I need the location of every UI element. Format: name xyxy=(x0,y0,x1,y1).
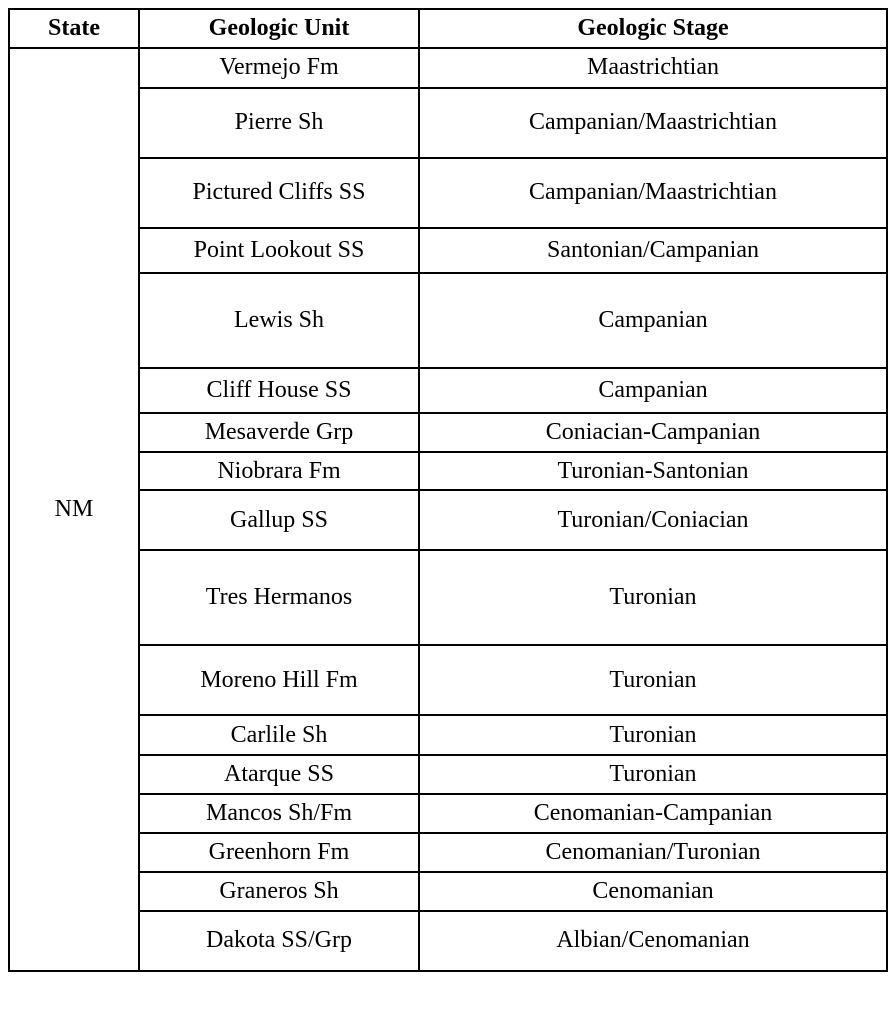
stage-cell: Turonian-Santonian xyxy=(419,452,887,491)
table-row: Mancos Sh/FmCenomanian-Campanian xyxy=(9,794,887,833)
stage-cell: Turonian/Coniacian xyxy=(419,490,887,550)
unit-cell: Pictured Cliffs SS xyxy=(139,158,419,228)
stage-cell: Turonian xyxy=(419,645,887,715)
stage-cell: Turonian xyxy=(419,550,887,645)
stage-cell: Campanian xyxy=(419,273,887,368)
stage-cell: Cenomanian/Turonian xyxy=(419,833,887,872)
stage-cell: Cenomanian-Campanian xyxy=(419,794,887,833)
stage-cell: Cenomanian xyxy=(419,872,887,911)
table-row: Moreno Hill FmTuronian xyxy=(9,645,887,715)
unit-cell: Greenhorn Fm xyxy=(139,833,419,872)
table-row: Greenhorn FmCenomanian/Turonian xyxy=(9,833,887,872)
unit-cell: Moreno Hill Fm xyxy=(139,645,419,715)
table-row: Gallup SSTuronian/Coniacian xyxy=(9,490,887,550)
table-row: Atarque SSTuronian xyxy=(9,755,887,794)
stage-cell: Santonian/Campanian xyxy=(419,228,887,273)
unit-cell: Carlile Sh xyxy=(139,715,419,755)
unit-cell: Gallup SS xyxy=(139,490,419,550)
state-cell: NM xyxy=(9,48,139,971)
unit-cell: Vermejo Fm xyxy=(139,48,419,88)
table-row: Point Lookout SSSantonian/Campanian xyxy=(9,228,887,273)
stage-cell: Turonian xyxy=(419,715,887,755)
unit-cell: Mesaverde Grp xyxy=(139,413,419,452)
stage-cell: Turonian xyxy=(419,755,887,794)
table-row: Tres HermanosTuronian xyxy=(9,550,887,645)
table-row: Lewis ShCampanian xyxy=(9,273,887,368)
unit-cell: Graneros Sh xyxy=(139,872,419,911)
table-row: Niobrara FmTuronian-Santonian xyxy=(9,452,887,491)
table-row: Dakota SS/GrpAlbian/Cenomanian xyxy=(9,911,887,971)
table-row: NMVermejo FmMaastrichtian xyxy=(9,48,887,88)
stage-cell: Maastrichtian xyxy=(419,48,887,88)
geologic-table: State Geologic Unit Geologic Stage NMVer… xyxy=(8,8,888,972)
unit-cell: Dakota SS/Grp xyxy=(139,911,419,971)
unit-cell: Atarque SS xyxy=(139,755,419,794)
table-row: Cliff House SSCampanian xyxy=(9,368,887,413)
unit-cell: Lewis Sh xyxy=(139,273,419,368)
unit-cell: Niobrara Fm xyxy=(139,452,419,491)
table-row: Pictured Cliffs SSCampanian/Maastrichtia… xyxy=(9,158,887,228)
unit-cell: Cliff House SS xyxy=(139,368,419,413)
stage-cell: Coniacian-Campanian xyxy=(419,413,887,452)
unit-cell: Point Lookout SS xyxy=(139,228,419,273)
table-row: Graneros ShCenomanian xyxy=(9,872,887,911)
header-state: State xyxy=(9,9,139,48)
table-row: Pierre ShCampanian/Maastrichtian xyxy=(9,88,887,158)
header-row: State Geologic Unit Geologic Stage xyxy=(9,9,887,48)
stage-cell: Campanian/Maastrichtian xyxy=(419,158,887,228)
header-stage: Geologic Stage xyxy=(419,9,887,48)
table-row: Mesaverde GrpConiacian-Campanian xyxy=(9,413,887,452)
stage-cell: Albian/Cenomanian xyxy=(419,911,887,971)
unit-cell: Pierre Sh xyxy=(139,88,419,158)
table-row: Carlile ShTuronian xyxy=(9,715,887,755)
stage-cell: Campanian xyxy=(419,368,887,413)
unit-cell: Tres Hermanos xyxy=(139,550,419,645)
header-unit: Geologic Unit xyxy=(139,9,419,48)
unit-cell: Mancos Sh/Fm xyxy=(139,794,419,833)
stage-cell: Campanian/Maastrichtian xyxy=(419,88,887,158)
